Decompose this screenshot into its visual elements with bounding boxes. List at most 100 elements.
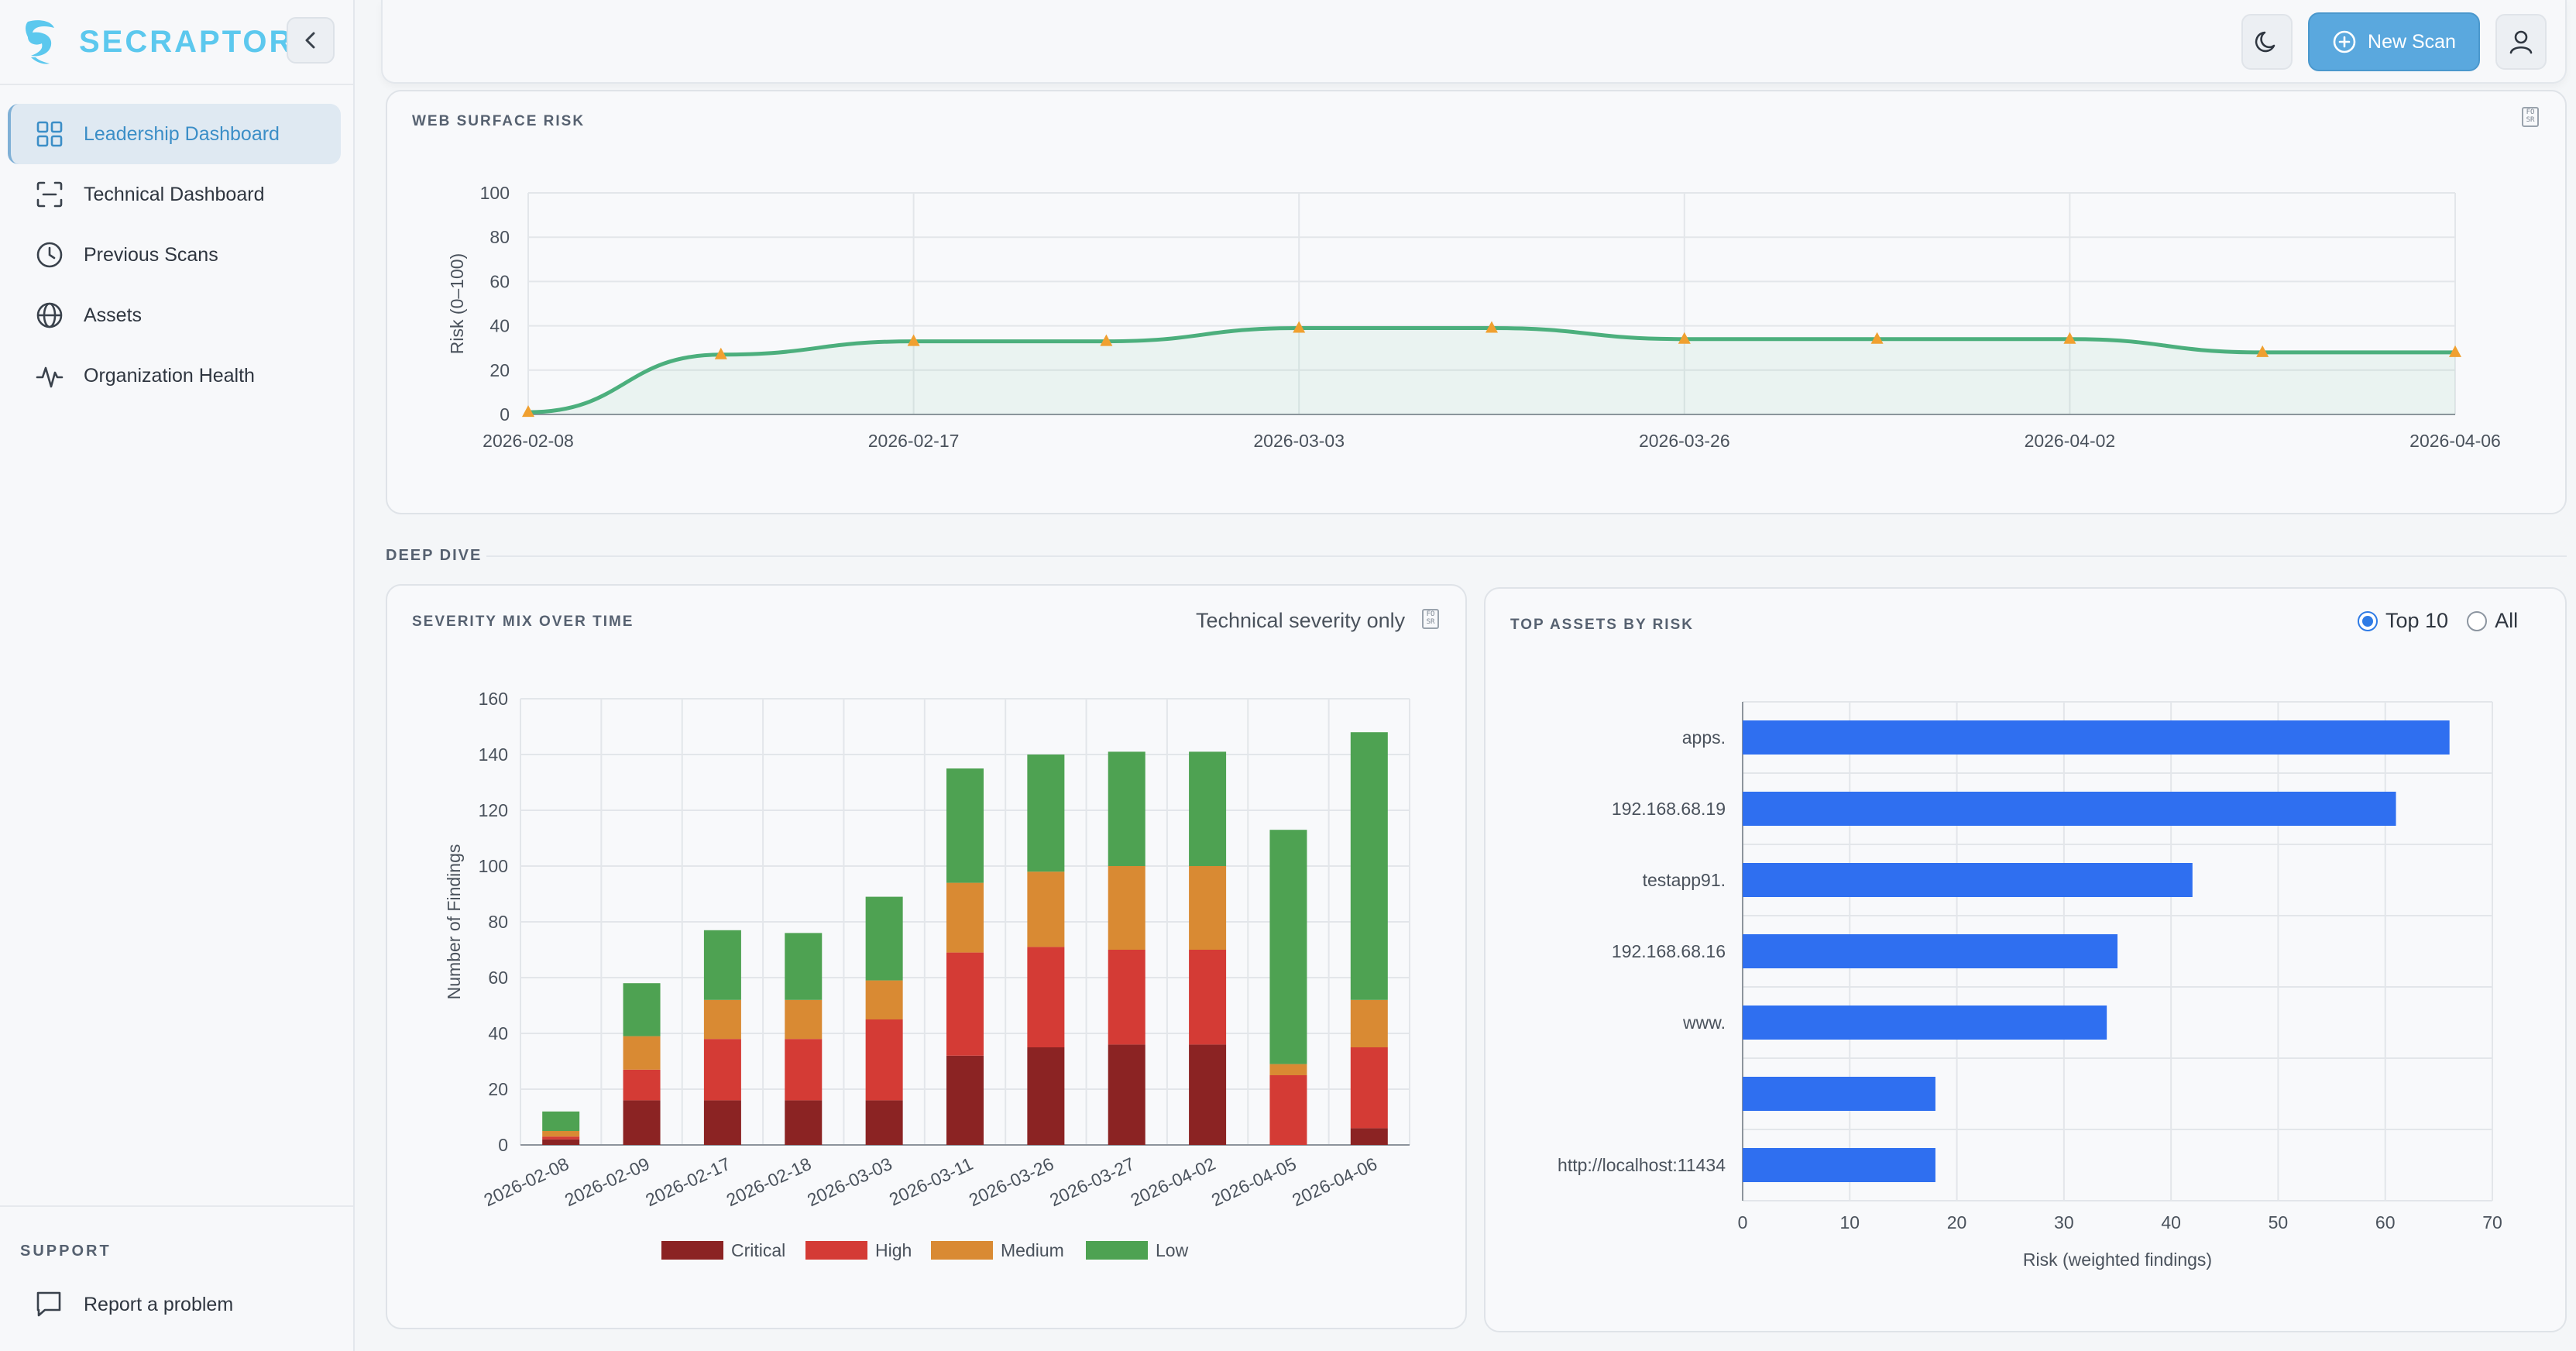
theme-toggle-button[interactable] (2241, 14, 2293, 70)
clock-icon (34, 239, 65, 270)
sidebar-nav: Leadership Dashboard Technical Dashboard… (8, 104, 341, 406)
sidebar-item-assets[interactable]: Assets (8, 285, 341, 345)
x-tick-label: 2026-04-05 (1208, 1153, 1300, 1210)
deep-dive-divider (486, 555, 2567, 557)
sidebar-item-organization-health[interactable]: Organization Health (8, 345, 341, 406)
bar-segment-low (1108, 751, 1145, 866)
brand[interactable]: SECRAPTOR (20, 17, 294, 67)
support-heading: SUPPORT (20, 1243, 112, 1260)
data-point (1485, 321, 1498, 333)
scan-frame-icon (34, 179, 65, 210)
data-point (2063, 332, 2076, 344)
x-tick-label: 2026-02-08 (481, 1153, 572, 1210)
sidebar-item-label: Assets (84, 304, 143, 326)
bar-segment-critical (865, 1100, 903, 1145)
x-tick-label: 2026-03-03 (1253, 431, 1345, 451)
severity-mix-chart: 0 20 40 60 80 100 120 140 160 Number of Findings 2… (444, 689, 1410, 1260)
bar-segment-critical (1027, 1047, 1065, 1145)
sidebar-item-technical-dashboard[interactable]: Technical Dashboard (8, 164, 341, 225)
x-tick-label: 2026-04-06 (2409, 431, 2501, 451)
bar-segment-low (703, 930, 741, 1000)
report-problem-link[interactable]: Report a problem (34, 1289, 233, 1320)
sidebar-item-leadership-dashboard[interactable]: Leadership Dashboard (8, 104, 341, 164)
bar-segment-critical (623, 1100, 661, 1145)
bar-segment-low (865, 896, 903, 981)
bar-segment-high (703, 1039, 741, 1101)
moon-icon (2255, 31, 2275, 53)
asset-label: testapp91. (1643, 870, 1726, 890)
all-radio[interactable] (2467, 610, 2488, 631)
message-icon (34, 1289, 65, 1320)
data-point (1100, 334, 1113, 346)
top10-radio[interactable] (2358, 610, 2378, 631)
bar-segment-medium (703, 999, 741, 1040)
y-tick-label: 0 (498, 1135, 508, 1155)
severity-mix-title: SEVERITY MIX OVER TIME (412, 614, 634, 630)
bar-segment-critical (946, 1055, 984, 1145)
bar-segment-high (946, 952, 984, 1056)
x-tick-label: 50 (2269, 1212, 2289, 1232)
x-tick-label: 2026-03-11 (886, 1153, 976, 1210)
chart-options-icon[interactable]: FO SR (2522, 107, 2539, 127)
y-tick-label: 100 (480, 183, 510, 203)
chart-options-icon[interactable]: FO SR (1422, 609, 1439, 629)
bar-segment-low (1189, 751, 1227, 866)
legend-label: High (875, 1240, 912, 1260)
bar-segment-low (1027, 755, 1065, 872)
brand-name: SECRAPTOR (79, 24, 294, 59)
bar-segment-medium (1027, 871, 1065, 947)
asset-bar (1743, 1006, 2107, 1040)
legend-swatch (931, 1241, 993, 1260)
asset-bar (1743, 863, 2193, 897)
legend-swatch (1086, 1241, 1148, 1260)
bar-segment-low (785, 933, 823, 1000)
asset-label: 192.168.68.19 (1612, 799, 1726, 819)
y-tick-label: 40 (488, 1023, 508, 1043)
asset-label: www. (1682, 1012, 1726, 1033)
x-tick-label: 2026-04-02 (2025, 431, 2116, 451)
asset-label: http://localhost:11434 (1558, 1155, 1726, 1175)
risk-area (528, 328, 2455, 414)
x-tick-label: 2026-04-02 (1128, 1153, 1219, 1210)
all-label[interactable]: All (2495, 609, 2519, 632)
bar-segment-medium (623, 1036, 661, 1070)
x-tick-label: 2026-02-17 (642, 1153, 733, 1210)
y-tick-label: 0 (500, 404, 510, 425)
legend-swatch (805, 1241, 867, 1260)
bar-segment-high (542, 1136, 580, 1140)
bar-segment-critical (1189, 1044, 1227, 1145)
top-assets-title: TOP ASSETS BY RISK (1510, 617, 1694, 633)
sidebar-item-label: Previous Scans (84, 243, 218, 266)
bar-segment-low (1269, 830, 1307, 1064)
data-point (2449, 345, 2461, 357)
bar-segment-medium (1269, 1064, 1307, 1075)
legend-label: Medium (1001, 1240, 1064, 1260)
bar-segment-high (1108, 950, 1145, 1045)
bar-segment-medium (946, 882, 984, 953)
grid-icon (34, 119, 65, 150)
web-surface-risk-chart: 2026-02-08 2026-02-17 2026-03-03 2026-03-26… (447, 183, 2501, 451)
chevron-left-icon (305, 32, 315, 49)
bar-segment-high (865, 1019, 903, 1101)
sidebar-item-previous-scans[interactable]: Previous Scans (8, 225, 341, 285)
new-scan-button[interactable]: New Scan (2308, 12, 2480, 71)
bar-segment-low (623, 983, 661, 1036)
x-tick-label: 2026-03-27 (1046, 1153, 1138, 1210)
top10-label[interactable]: Top 10 (2385, 609, 2449, 632)
y-tick-label: 20 (489, 360, 510, 380)
collapse-sidebar-button[interactable] (287, 17, 335, 64)
x-tick-label: 2026-03-03 (804, 1153, 895, 1210)
bar-segment-critical (703, 1100, 741, 1145)
web-surface-risk-title: WEB SURFACE RISK (412, 113, 586, 129)
bar-segment-low (1350, 732, 1388, 1000)
y-tick-label: 60 (488, 968, 508, 988)
legend-swatch (661, 1241, 723, 1260)
x-tick-label: 2026-03-26 (1639, 431, 1730, 451)
bar-segment-high (1269, 1075, 1307, 1145)
data-point (1293, 321, 1306, 333)
user-menu-button[interactable] (2495, 14, 2547, 70)
y-tick-label: 100 (479, 856, 508, 876)
y-tick-label: 40 (489, 316, 510, 336)
y-tick-label: 80 (488, 912, 508, 932)
y-tick-label: 140 (479, 744, 508, 765)
